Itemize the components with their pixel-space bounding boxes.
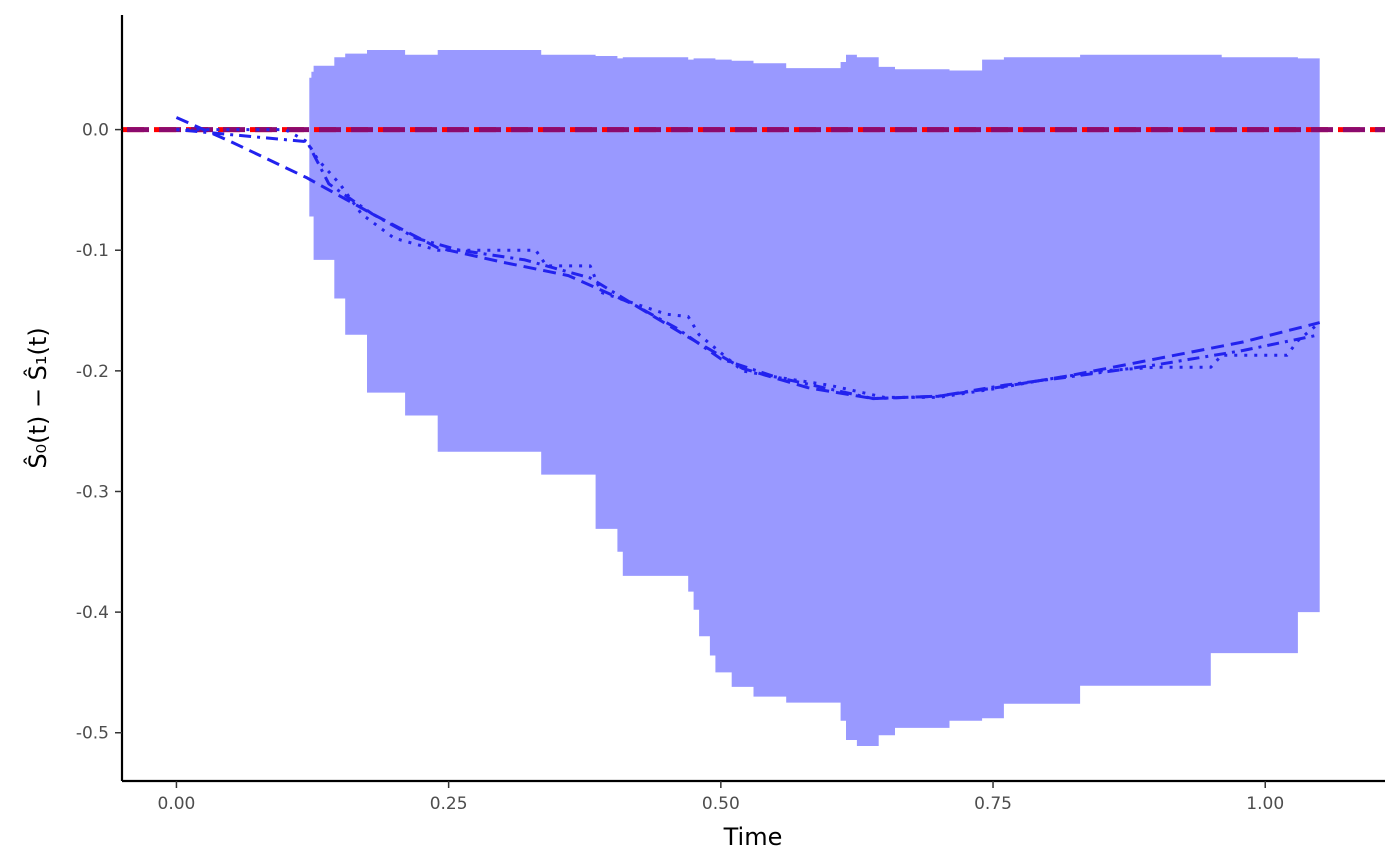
x-tick-label: 1.00 [1246, 794, 1284, 814]
y-tick-label: -0.1 [76, 241, 109, 261]
confidence-band [309, 50, 1320, 746]
y-tick-label: -0.2 [76, 362, 109, 382]
x-axis-title: Time [723, 823, 783, 851]
x-tick-label: 0.25 [430, 794, 468, 814]
x-tick-label: 0.50 [702, 794, 740, 814]
y-tick-label: -0.4 [76, 603, 109, 623]
y-tick-label: -0.3 [76, 482, 109, 502]
y-axis-title: Ŝ₀(t) − Ŝ₁(t) [22, 327, 52, 468]
y-tick-label: 0.0 [82, 121, 109, 141]
series-line-dotted [176, 128, 1321, 399]
plot-area [122, 50, 1385, 746]
ticks: 0.00 0.25 0.50 0.75 1.00 0.0 -0.1 -0.2 -0.3 -0.4 -… [76, 121, 1284, 814]
y-tick-label: -0.5 [76, 724, 109, 744]
axes [120, 15, 1385, 783]
x-tick-label: 0.75 [974, 794, 1012, 814]
series-line-dashed [175, 116, 1321, 401]
x-tick-label: 0.00 [158, 794, 196, 814]
series-line-dotdash [176, 128, 1321, 401]
